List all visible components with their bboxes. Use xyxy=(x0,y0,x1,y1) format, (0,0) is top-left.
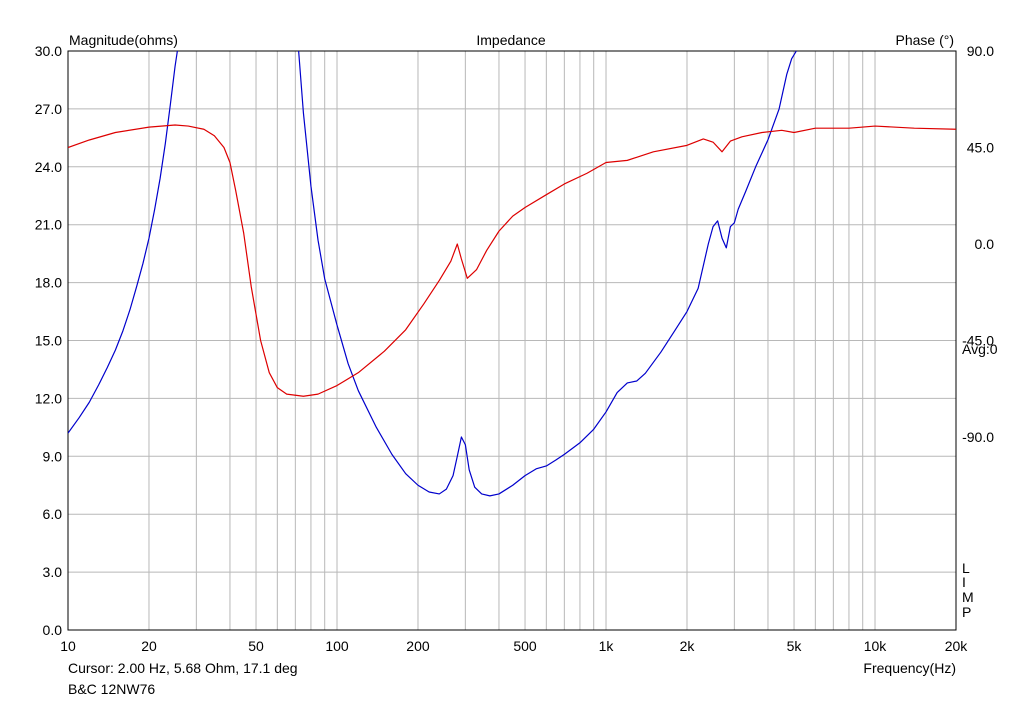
x-tick-label: 20 xyxy=(141,638,157,654)
grid-lines xyxy=(67,50,957,631)
x-tick-label: 500 xyxy=(513,638,537,654)
x-tick-label: 10 xyxy=(60,638,76,654)
product-name: B&C 12NW76 xyxy=(68,681,155,697)
y-tick-label: 6.0 xyxy=(43,506,63,522)
y2-tick-label: -45.0 xyxy=(962,333,994,349)
y-tick-label: 0.0 xyxy=(43,622,63,638)
magnitude-series-line xyxy=(68,50,797,497)
x-tick-label: 10k xyxy=(864,638,888,654)
plot-frame xyxy=(67,50,957,631)
y-tick-label: 24.0 xyxy=(35,159,62,175)
x-tick-label: 1k xyxy=(599,638,615,654)
y-tick-label: 3.0 xyxy=(43,564,63,580)
chart-title: Impedance xyxy=(476,32,545,48)
side-letter-i: I xyxy=(962,574,966,590)
y-tick-label: 15.0 xyxy=(35,333,62,349)
side-letter-m: M xyxy=(962,589,974,605)
x-tick-label: 2k xyxy=(680,638,696,654)
x-tick-label: 5k xyxy=(787,638,803,654)
avg-label: Avg:0 xyxy=(962,341,998,357)
y-tick-label: 12.0 xyxy=(35,390,62,406)
series-group xyxy=(68,50,956,497)
y2-tick-label: -90.0 xyxy=(962,429,994,445)
side-letter-p: P xyxy=(962,604,971,620)
y-tick-label: 27.0 xyxy=(35,101,62,117)
x-tick-label: 20k xyxy=(945,638,969,654)
y-tick-label: 9.0 xyxy=(43,448,63,464)
y-tick-label: 30.0 xyxy=(35,43,62,59)
side-letter-l: L xyxy=(962,560,970,576)
x-tick-label: 200 xyxy=(406,638,430,654)
left-axis-label: Magnitude(ohms) xyxy=(69,32,178,48)
y-tick-label: 18.0 xyxy=(35,275,62,291)
y-tick-label: 21.0 xyxy=(35,217,62,233)
phase-series-line xyxy=(68,124,956,397)
y2-tick-label: 90.0 xyxy=(967,43,994,59)
y2-tick-label: 0.0 xyxy=(975,236,995,252)
tick-labels: 10 20 50 100 200 500 1k 2k 5k 10k 20k 0.0 3.0 6.0 9.0 1… xyxy=(35,43,994,654)
x-axis-label: Frequency(Hz) xyxy=(863,660,956,676)
right-axis-label: Phase (°) xyxy=(895,32,954,48)
y2-tick-label: 45.0 xyxy=(967,140,994,156)
x-tick-label: 100 xyxy=(325,638,349,654)
x-tick-label: 50 xyxy=(248,638,264,654)
cursor-readout: Cursor: 2.00 Hz, 5.68 Ohm, 17.1 deg xyxy=(68,660,298,676)
